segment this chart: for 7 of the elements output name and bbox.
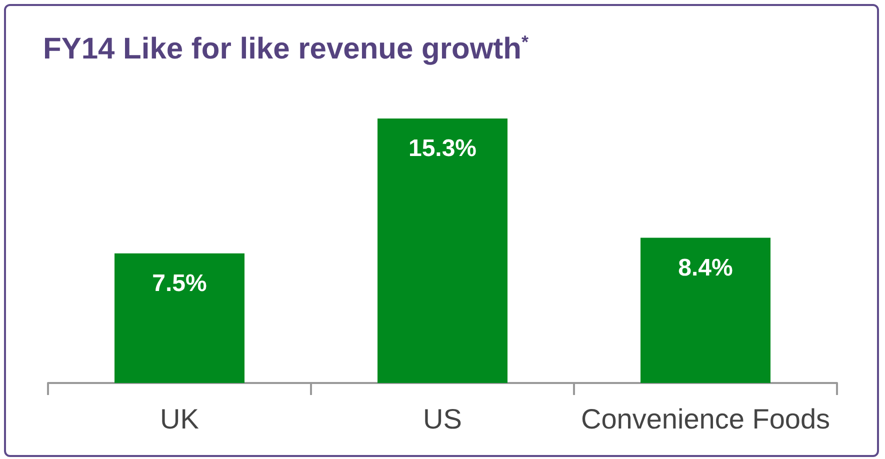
data-label: 8.4% [678, 254, 733, 282]
data-label: 7.5% [152, 270, 207, 297]
x-tick-label: UK [160, 404, 200, 434]
chart-title: FY14 Like for like revenue growth* [43, 32, 528, 66]
x-tick-label: US [423, 404, 462, 434]
x-tick-label: Convenience Foods [580, 404, 830, 434]
data-label: 15.3% [408, 135, 477, 162]
